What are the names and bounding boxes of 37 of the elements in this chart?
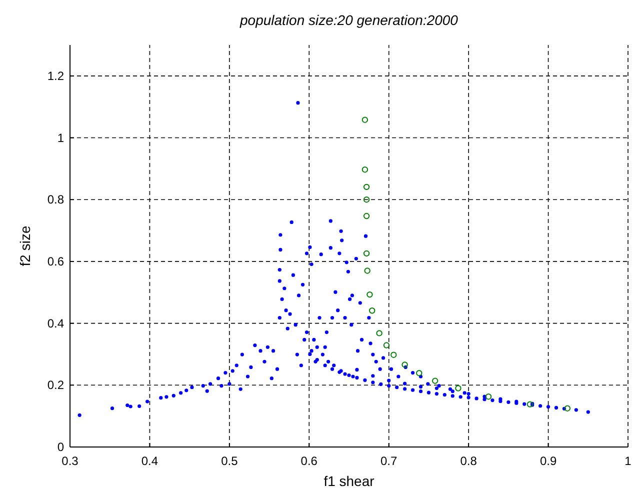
point bbox=[369, 308, 376, 314]
point bbox=[402, 362, 408, 368]
point bbox=[363, 184, 370, 190]
y-tick-label: 0.6 bbox=[47, 254, 64, 268]
point bbox=[376, 330, 382, 336]
y-axis-title: f2 size bbox=[17, 226, 33, 266]
point bbox=[390, 352, 397, 358]
x-tick-label: 0.6 bbox=[300, 454, 318, 468]
x-tick-label: 0.8 bbox=[460, 454, 478, 468]
point bbox=[363, 196, 370, 203]
point bbox=[526, 401, 534, 408]
point bbox=[485, 393, 492, 400]
point bbox=[362, 166, 368, 173]
x-tick-label: 1 bbox=[624, 454, 632, 468]
y-tick-label: 0 bbox=[57, 440, 64, 454]
point bbox=[416, 370, 422, 376]
x-axis-title: f1 shear bbox=[324, 473, 375, 489]
x-tick-label: 0.7 bbox=[380, 454, 398, 468]
point bbox=[455, 385, 462, 392]
point bbox=[362, 116, 368, 123]
y-tick-label: 1 bbox=[57, 130, 64, 145]
point bbox=[383, 342, 390, 348]
x-tick-label: 0.5 bbox=[221, 454, 238, 468]
y-tick-label: 0.2 bbox=[47, 378, 64, 392]
point bbox=[363, 212, 370, 220]
point bbox=[432, 378, 438, 384]
x-tick-label: 0.9 bbox=[540, 454, 557, 468]
point bbox=[363, 250, 370, 257]
point bbox=[364, 268, 370, 274]
x-tick-label: 0.3 bbox=[62, 454, 79, 468]
point bbox=[366, 291, 373, 298]
y-tick-label: 0.8 bbox=[47, 192, 64, 207]
y-tick-label: 0.4 bbox=[47, 316, 64, 330]
point bbox=[564, 405, 571, 412]
chart-title: population size:20 generation:2000 bbox=[239, 12, 458, 28]
x-tick-label: 0.4 bbox=[141, 454, 158, 468]
y-tick-label: 1.2 bbox=[47, 68, 64, 83]
